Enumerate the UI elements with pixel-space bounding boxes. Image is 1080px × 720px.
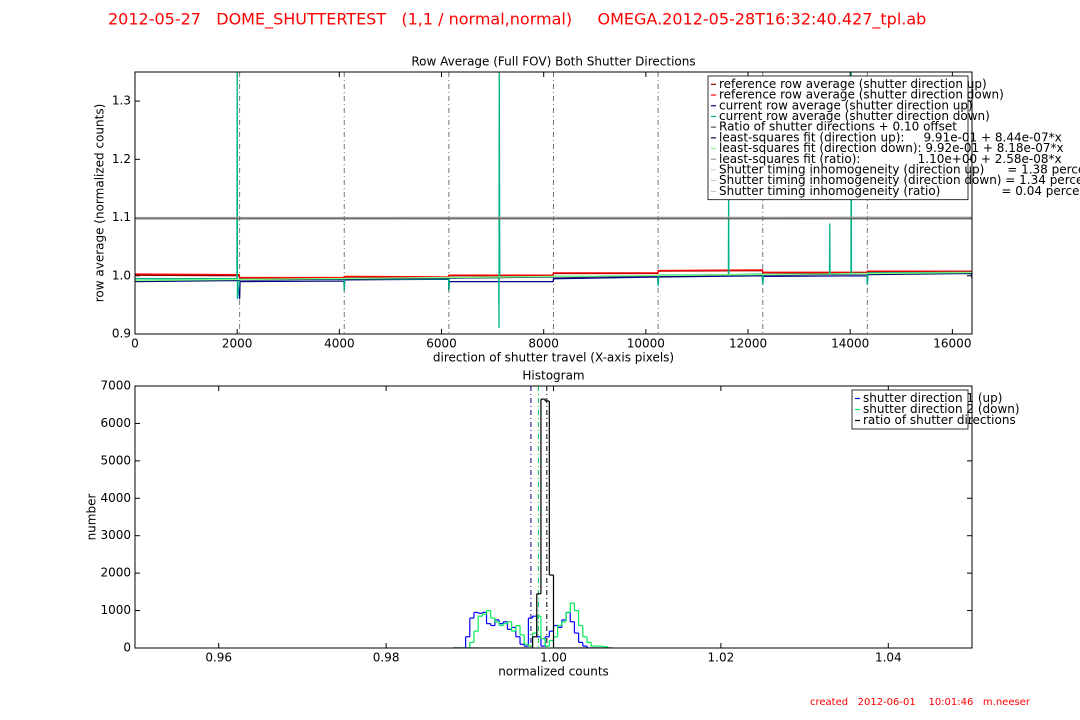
x-tick-label: 14000 <box>831 337 869 351</box>
legend-label: Shutter timing inhomogeneity (ratio) = 0… <box>719 184 1080 198</box>
legend: shutter direction 1 (up)shutter directio… <box>851 389 1020 430</box>
legend-label: current row average (shutter direction u… <box>719 98 973 112</box>
legend-label: shutter direction 1 (up) <box>863 391 1002 405</box>
y-tick-label: 0.9 <box>112 327 131 341</box>
x-axis-label: normalized counts <box>498 665 609 679</box>
x-tick-label: 1.04 <box>875 651 902 665</box>
x-tick-label: 0.98 <box>373 651 400 665</box>
x-tick-label: 1.02 <box>708 651 735 665</box>
legend-label: shutter direction 2 (down) <box>863 402 1020 416</box>
y-tick-label: 5000 <box>100 453 131 467</box>
axes-frame <box>134 385 973 649</box>
y-tick-label: 7000 <box>100 379 131 393</box>
legend-box <box>851 389 969 430</box>
y-tick-label: 1.2 <box>112 152 131 166</box>
y-axis-label: row average (normalized counts) <box>93 104 107 303</box>
x-axis-label: direction of shutter travel (X-axis pixe… <box>433 351 674 365</box>
y-tick-label: 1.3 <box>112 94 131 108</box>
y-tick-label: 1.0 <box>112 268 131 282</box>
plot-content <box>453 386 613 648</box>
x-tick-label: 10000 <box>627 337 665 351</box>
data-line <box>135 269 972 279</box>
x-tick-label: 16000 <box>933 337 971 351</box>
axes-frame <box>134 71 973 335</box>
legend-box <box>707 75 969 201</box>
x-tick-label: 6000 <box>426 337 457 351</box>
legend-label: least-squares fit (direction down): 9.92… <box>719 141 1064 155</box>
legend-label: reference row average (shutter direction… <box>719 77 987 91</box>
footer: created 2012-06-01 10:01:46 m.neeser <box>810 697 1031 708</box>
legend-label: Shutter timing inhomogeneity (direction … <box>719 173 1080 187</box>
x-tick-label: 2000 <box>222 337 253 351</box>
legend-label: least-squares fit (ratio): 1.10e+00 + 2.… <box>719 152 1062 166</box>
x-tick-label: 4000 <box>324 337 355 351</box>
y-axis-label: number <box>85 494 99 541</box>
chart-title: Histogram <box>522 369 584 383</box>
data-line <box>135 271 972 282</box>
plot-content <box>135 72 972 334</box>
x-tick-label: 1.00 <box>540 651 567 665</box>
x-tick-label: 0 <box>131 337 139 351</box>
x-tick-label: 8000 <box>528 337 559 351</box>
x-tick-label: 0.96 <box>205 651 232 665</box>
y-tick-label: 2000 <box>100 566 131 580</box>
legend-label: Ratio of shutter directions + 0.10 offse… <box>719 120 957 134</box>
y-tick-label: 1000 <box>100 603 131 617</box>
legend-label: current row average (shutter direction d… <box>719 109 990 123</box>
legend-label: reference row average (shutter direction… <box>719 88 1004 102</box>
y-tick-label: 3000 <box>100 528 131 542</box>
legend-label: ratio of shutter directions <box>863 413 1016 427</box>
chart-title: Row Average (Full FOV) Both Shutter Dire… <box>411 55 695 69</box>
legend: reference row average (shutter direction… <box>707 75 1080 201</box>
data-line <box>135 72 972 329</box>
legend-label: least-squares fit (direction up): 9.91e-… <box>719 130 1062 144</box>
y-tick-label: 1.1 <box>112 210 131 224</box>
x-tick-label: 12000 <box>729 337 767 351</box>
y-tick-label: 0 <box>123 641 131 655</box>
y-tick-label: 6000 <box>100 416 131 430</box>
y-tick-label: 4000 <box>100 491 131 505</box>
legend-label: Shutter timing inhomogeneity (direction … <box>719 162 1080 176</box>
page-title: 2012-05-27 DOME_SHUTTERTEST (1,1 / norma… <box>108 10 926 30</box>
